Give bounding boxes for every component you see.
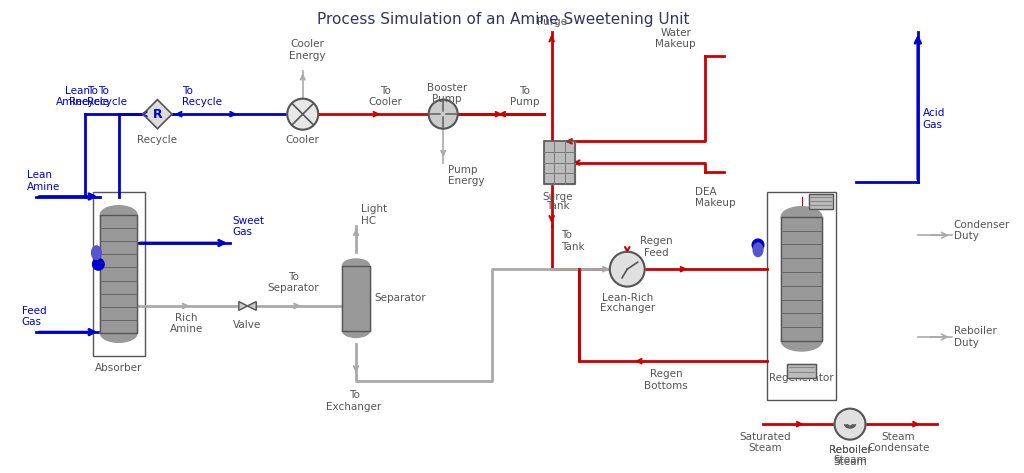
Text: Cooler
Energy: Cooler Energy: [290, 39, 326, 61]
Text: To
Pump: To Pump: [510, 86, 540, 107]
Text: Steam
Condensate: Steam Condensate: [867, 432, 930, 454]
Polygon shape: [239, 302, 248, 310]
Text: To
Separator: To Separator: [267, 272, 318, 293]
Bar: [100, 215, 137, 333]
Bar: [809, 193, 833, 209]
Text: Booster: Booster: [427, 83, 467, 93]
Text: Feed
Gas: Feed Gas: [22, 306, 46, 327]
Bar: [100, 215, 137, 333]
Bar: [342, 266, 370, 331]
Circle shape: [92, 259, 104, 270]
Text: Purge: Purge: [537, 17, 566, 27]
Bar: [544, 141, 574, 184]
Text: Separator: Separator: [375, 293, 426, 303]
Text: Tank: Tank: [546, 201, 569, 211]
Text: To
Cooler: To Cooler: [369, 86, 402, 107]
Ellipse shape: [342, 324, 370, 337]
Text: Condenser
Duty: Condenser Duty: [953, 219, 1010, 241]
Text: Lean
Amine: Lean Amine: [27, 170, 60, 192]
Text: Light
HC: Light HC: [360, 204, 387, 226]
Text: Regenerator: Regenerator: [769, 373, 834, 383]
Text: To
Recycle: To Recycle: [181, 86, 221, 107]
Polygon shape: [248, 302, 256, 310]
Circle shape: [610, 252, 645, 287]
Text: Saturated
Steam: Saturated Steam: [739, 432, 791, 454]
Text: Reboiler
Steam: Reboiler Steam: [828, 446, 871, 467]
Text: Recycle: Recycle: [137, 135, 177, 146]
Ellipse shape: [100, 324, 137, 342]
Ellipse shape: [781, 331, 822, 351]
Bar: [787, 364, 816, 377]
Text: Pump
Energy: Pump Energy: [449, 165, 484, 186]
Text: Regen
Feed: Regen Feed: [640, 236, 673, 257]
Text: DEA
Makeup: DEA Makeup: [695, 187, 735, 209]
Text: Steam: Steam: [834, 455, 867, 465]
Bar: [781, 217, 822, 341]
Bar: [809, 193, 833, 209]
Ellipse shape: [342, 259, 370, 272]
Text: Exchanger: Exchanger: [600, 303, 655, 313]
Text: Water
Makeup: Water Makeup: [655, 28, 696, 49]
Text: To
Exchanger: To Exchanger: [327, 390, 382, 412]
Ellipse shape: [100, 206, 137, 224]
Text: Rich
Amine: Rich Amine: [170, 313, 203, 334]
Ellipse shape: [91, 246, 101, 260]
Circle shape: [753, 239, 764, 251]
Text: Pump: Pump: [432, 95, 462, 105]
Bar: [781, 217, 822, 341]
Bar: [92, 192, 144, 356]
Text: Surge: Surge: [543, 192, 572, 201]
Bar: [544, 141, 574, 184]
Text: To
Recycle: To Recycle: [69, 86, 109, 107]
Text: Process Simulation of an Amine Sweetening Unit: Process Simulation of an Amine Sweetenin…: [317, 12, 689, 27]
Text: Regen
Bottoms: Regen Bottoms: [644, 369, 688, 391]
Text: Lean-Rich: Lean-Rich: [602, 293, 653, 303]
Text: Absorber: Absorber: [95, 363, 142, 373]
Text: To
Tank: To Tank: [561, 230, 585, 252]
Circle shape: [429, 100, 458, 129]
Polygon shape: [143, 100, 172, 129]
Text: Reboiler
Duty: Reboiler Duty: [953, 326, 996, 348]
Bar: [787, 364, 816, 377]
Text: Sweet
Gas: Sweet Gas: [232, 216, 264, 237]
Text: To
Recycle: To Recycle: [87, 86, 127, 107]
Bar: [767, 192, 837, 400]
Ellipse shape: [781, 207, 822, 227]
Text: Cooler: Cooler: [286, 135, 319, 146]
Text: Valve: Valve: [233, 320, 262, 330]
Circle shape: [288, 99, 318, 130]
Bar: [342, 266, 370, 331]
Text: R: R: [153, 108, 162, 121]
Text: Reboiler: Reboiler: [828, 446, 871, 455]
Circle shape: [835, 409, 865, 439]
Text: Acid
Gas: Acid Gas: [923, 108, 945, 130]
Text: Lean
Amine: Lean Amine: [56, 86, 90, 107]
Ellipse shape: [754, 243, 763, 256]
